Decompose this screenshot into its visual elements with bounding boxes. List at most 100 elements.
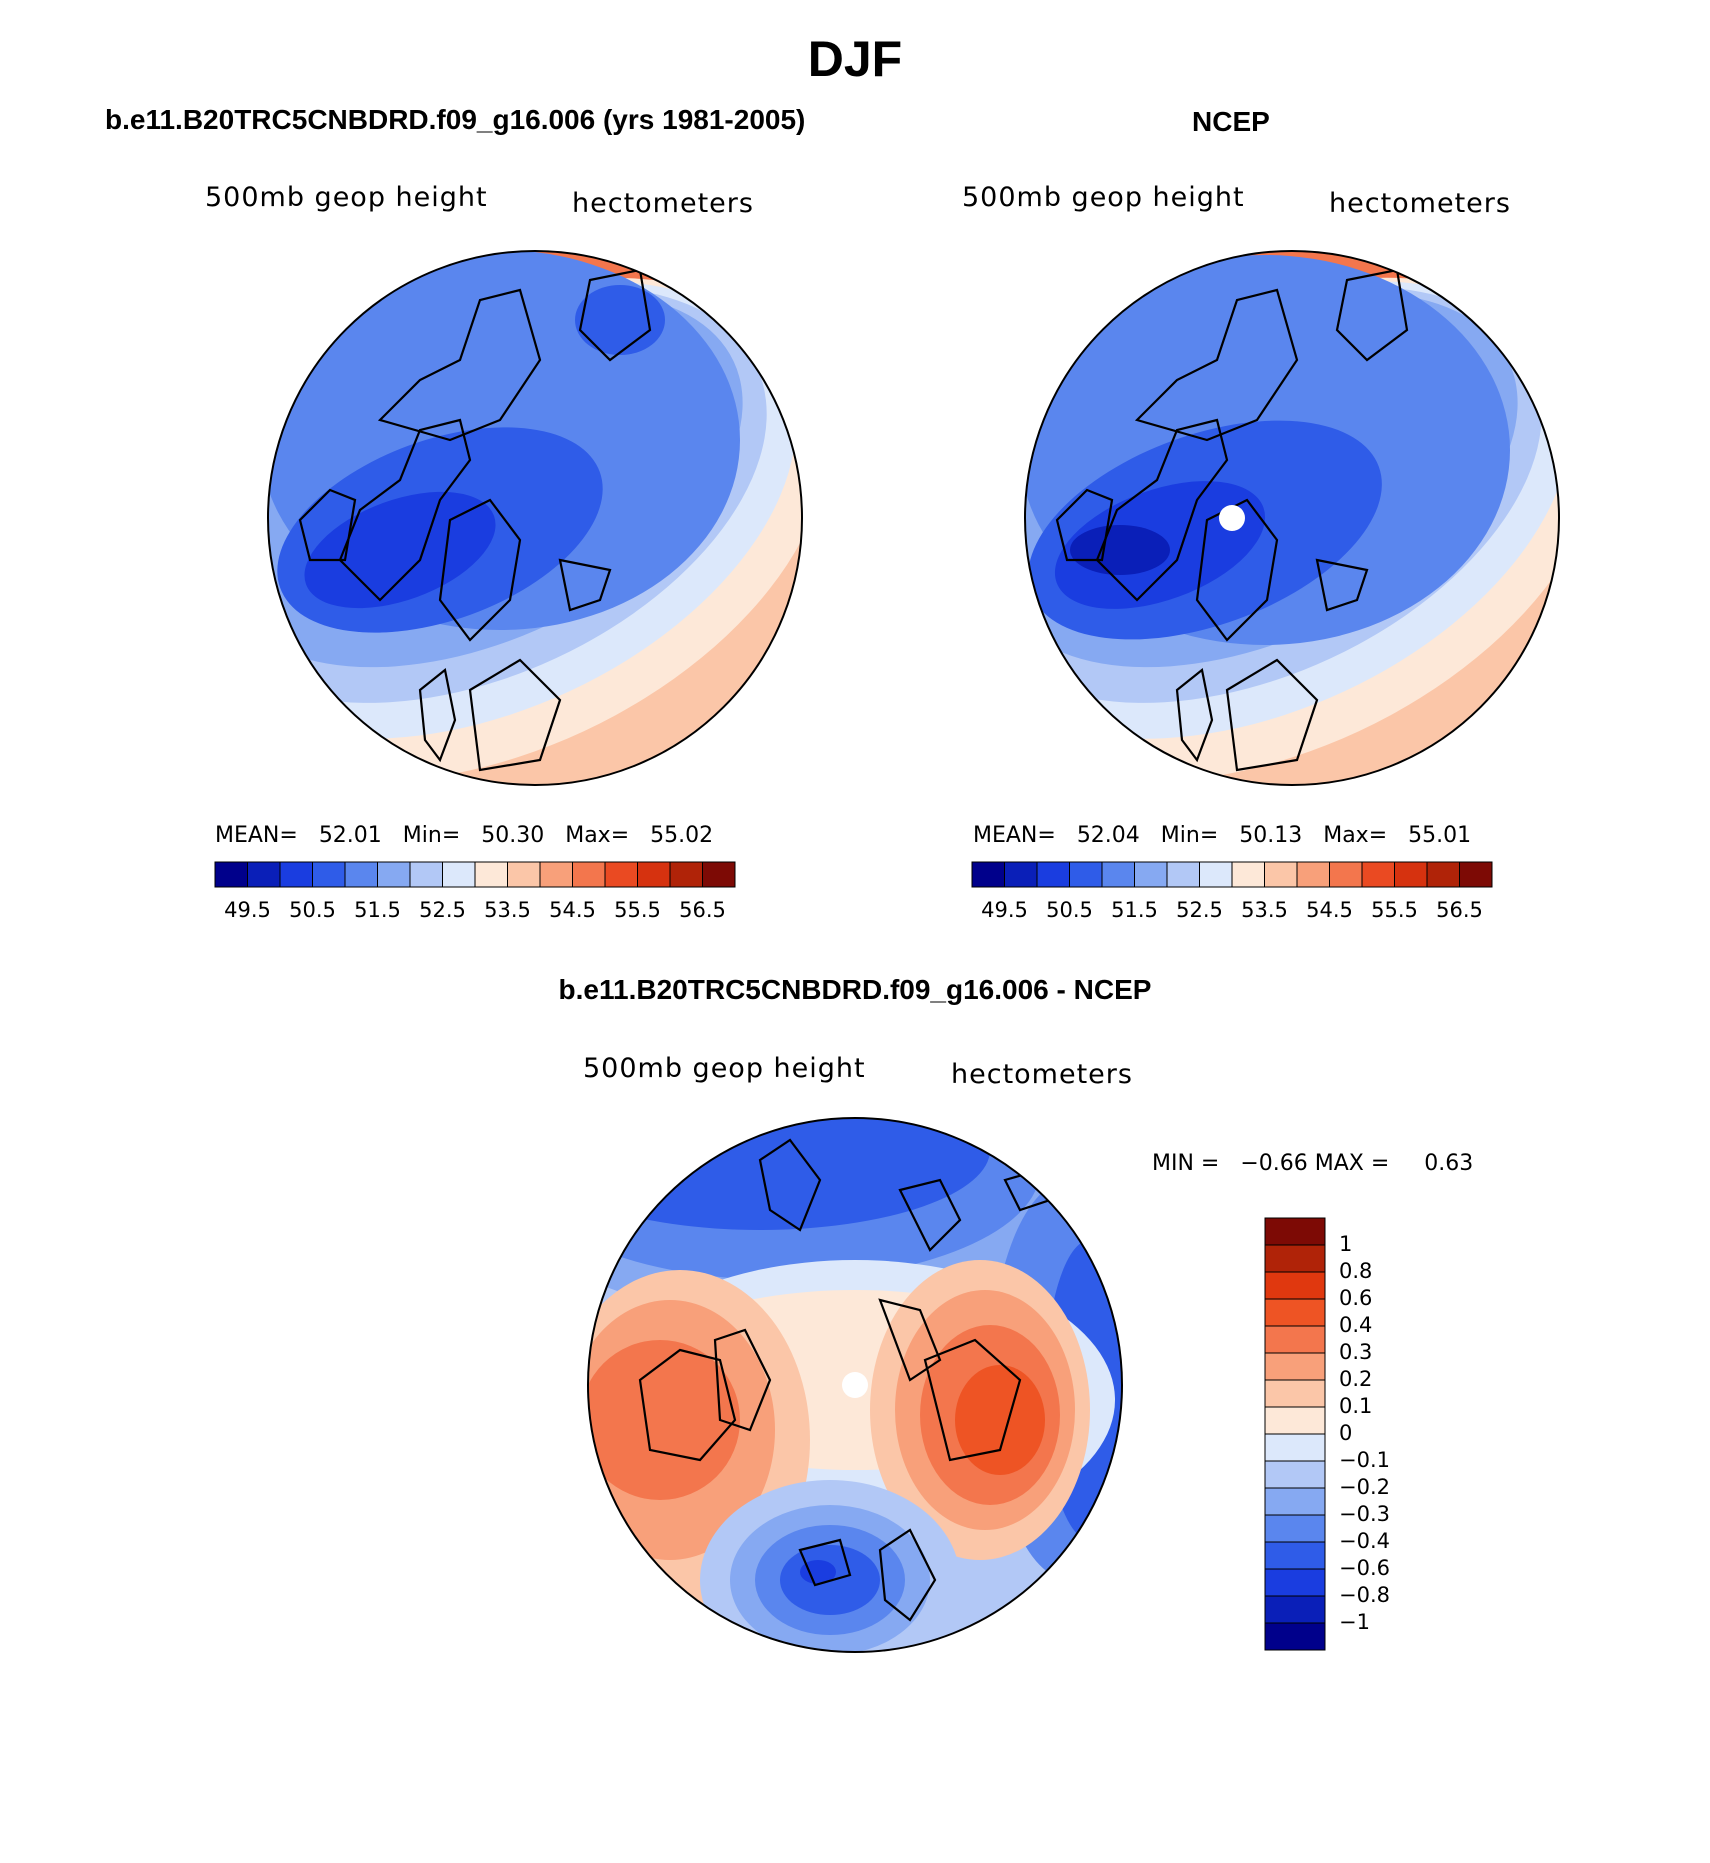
colorbar-swatch	[507, 861, 541, 888]
ncep-map	[1025, 251, 1559, 785]
min-value: 50.30	[481, 823, 545, 848]
colorbar-swatch	[279, 861, 313, 888]
diff-colorbar	[1264, 1217, 1326, 1651]
model-map	[268, 251, 802, 785]
colorbar-swatch	[539, 861, 573, 888]
colorbar-swatch	[1329, 861, 1363, 888]
ncep-stats: MEAN= 52.04 Min= 50.13 Max= 55.01	[973, 823, 1471, 848]
ncep-units-label: hectometers	[1329, 188, 1511, 219]
colorbar-tick-label: 54.5	[1306, 898, 1353, 922]
colorbar-swatch	[1036, 861, 1070, 888]
diff-panel-title: b.e11.B20TRC5CNBDRD.f09_g16.006 - NCEP	[558, 974, 1152, 1005]
colorbar-swatch	[1264, 1244, 1326, 1273]
colorbar-swatch	[409, 861, 443, 888]
colorbar-swatch	[214, 861, 248, 888]
colorbar-swatch	[604, 861, 638, 888]
colorbar-swatch	[1264, 1352, 1326, 1381]
model-panel-title: b.e11.B20TRC5CNBDRD.f09_g16.006 (yrs 198…	[105, 104, 806, 135]
min-label: MIN =	[1152, 1151, 1220, 1176]
colorbar-swatch	[1459, 861, 1493, 888]
diff-pole-marker	[842, 1372, 868, 1398]
colorbar-tick-label: 50.5	[1046, 898, 1093, 922]
colorbar-tick-label: −1	[1339, 1610, 1370, 1634]
colorbar-swatch	[1264, 1406, 1326, 1435]
colorbar-swatch	[572, 861, 606, 888]
max-value: 55.01	[1408, 823, 1472, 848]
model-stats: MEAN= 52.01 Min= 50.30 Max= 55.02	[215, 823, 713, 848]
diff-stats: MIN = −0.66 MAX = 0.63	[1152, 1151, 1473, 1176]
min-label: Min=	[1160, 823, 1219, 848]
colorbar-swatch	[1004, 861, 1038, 888]
colorbar-swatch	[1231, 861, 1265, 888]
model-variable-label: 500mb geop height	[205, 182, 488, 213]
colorbar-swatch	[1361, 861, 1395, 888]
colorbar-swatch	[1101, 861, 1135, 888]
ncep-variable-label: 500mb geop height	[962, 182, 1245, 213]
colorbar-swatch	[1264, 1487, 1326, 1516]
colorbar-swatch	[1264, 1271, 1326, 1300]
colorbar-tick-label: 0.8	[1339, 1259, 1373, 1283]
mean-value: 52.04	[1076, 823, 1140, 848]
colorbar-swatch	[1264, 861, 1298, 888]
colorbar-tick-label: 56.5	[1436, 898, 1483, 922]
colorbar-swatch	[669, 861, 703, 888]
max-value: 0.63	[1424, 1151, 1474, 1176]
mean-label: MEAN=	[215, 823, 298, 848]
colorbar-swatch	[1394, 861, 1428, 888]
ncep-coastlines	[1055, 268, 1409, 772]
colorbar-tick-label: −0.6	[1339, 1556, 1390, 1580]
model-map-border	[267, 250, 803, 786]
colorbar-tick-label: 56.5	[679, 898, 726, 922]
colorbar-swatch	[1264, 1622, 1326, 1651]
colorbar-tick-label: 55.5	[1371, 898, 1418, 922]
colorbar-swatch	[637, 861, 671, 888]
colorbar-tick-label: 51.5	[354, 898, 401, 922]
colorbar-swatch	[1134, 861, 1168, 888]
colorbar-tick-label: 1	[1339, 1232, 1353, 1256]
max-label: Max=	[1323, 823, 1388, 848]
ncep-colorbar	[971, 861, 1493, 888]
colorbar-tick-label: 53.5	[484, 898, 531, 922]
colorbar-tick-label: −0.2	[1339, 1475, 1390, 1499]
max-label: Max=	[565, 823, 630, 848]
colorbar-swatch	[1264, 1298, 1326, 1327]
colorbar-tick-label: 49.5	[224, 898, 271, 922]
colorbar-tick-label: 49.5	[981, 898, 1028, 922]
colorbar-tick-label: 51.5	[1111, 898, 1158, 922]
mean-value: 52.01	[318, 823, 382, 848]
colorbar-swatch	[1166, 861, 1200, 888]
colorbar-tick-label: 53.5	[1241, 898, 1288, 922]
model-units-label: hectometers	[572, 188, 754, 219]
colorbar-swatch	[1264, 1595, 1326, 1624]
colorbar-tick-label: −0.4	[1339, 1529, 1390, 1553]
diff-units-label: hectometers	[951, 1059, 1133, 1090]
colorbar-tick-label: −0.8	[1339, 1583, 1390, 1607]
colorbar-tick-label: 0	[1339, 1421, 1353, 1445]
colorbar-swatch	[1426, 861, 1460, 888]
colorbar-swatch	[971, 861, 1005, 888]
colorbar-tick-label: −0.3	[1339, 1502, 1390, 1526]
colorbar-swatch	[247, 861, 281, 888]
colorbar-swatch	[344, 861, 378, 888]
colorbar-swatch	[474, 861, 508, 888]
colorbar-tick-label: 52.5	[419, 898, 466, 922]
figure-title: DJF	[807, 31, 903, 87]
min-label: Min=	[402, 823, 461, 848]
max-label: MAX =	[1314, 1151, 1390, 1176]
model-coastlines	[298, 268, 652, 772]
colorbar-swatch	[1264, 1568, 1326, 1597]
colorbar-swatch	[1264, 1460, 1326, 1489]
colorbar-swatch	[442, 861, 476, 888]
diff-map-border	[587, 1117, 1123, 1653]
colorbar-tick-label: 0.6	[1339, 1286, 1373, 1310]
ncep-map-border	[1024, 250, 1560, 786]
colorbar-tick-label: 0.1	[1339, 1394, 1373, 1418]
colorbar-tick-label: 0.4	[1339, 1313, 1373, 1337]
diff-variable-label: 500mb geop height	[583, 1053, 866, 1084]
colorbar-tick-label: 0.3	[1339, 1340, 1373, 1364]
min-value: 50.13	[1239, 823, 1303, 848]
colorbar-swatch	[1296, 861, 1330, 888]
diff-map	[588, 1118, 1122, 1652]
colorbar-swatch	[702, 861, 736, 888]
